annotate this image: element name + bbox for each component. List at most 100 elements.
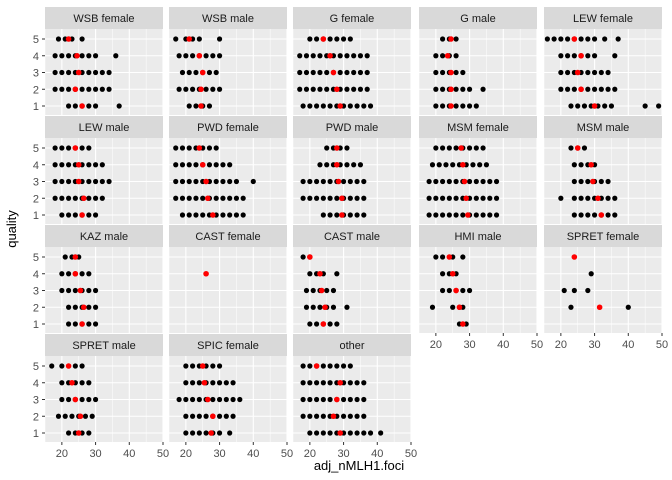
mean-point xyxy=(72,396,79,403)
data-point xyxy=(585,53,591,59)
data-point xyxy=(433,103,439,109)
data-point xyxy=(351,53,357,59)
data-point xyxy=(106,69,112,76)
data-point xyxy=(314,413,320,419)
data-point xyxy=(173,195,179,201)
data-point xyxy=(347,363,353,369)
data-point xyxy=(571,212,577,218)
data-point xyxy=(642,103,648,109)
data-point xyxy=(220,162,226,168)
facet-strip xyxy=(293,7,411,29)
data-point xyxy=(92,103,99,109)
data-point xyxy=(300,178,306,185)
data-point xyxy=(440,36,446,42)
data-point xyxy=(466,86,473,92)
data-point xyxy=(206,145,213,151)
data-point xyxy=(568,103,574,109)
data-point xyxy=(361,103,367,109)
mean-point xyxy=(204,195,211,202)
y-tick-label: 4 xyxy=(33,378,39,390)
x-tick-label: 40 xyxy=(497,339,509,351)
data-point xyxy=(210,380,216,386)
data-point xyxy=(86,103,92,109)
data-point xyxy=(216,363,223,369)
data-point xyxy=(357,86,364,92)
data-point xyxy=(337,53,343,59)
facet-label: HMI male xyxy=(454,231,501,243)
data-point xyxy=(361,430,367,436)
data-point xyxy=(66,271,72,277)
data-point xyxy=(66,86,72,92)
mean-point xyxy=(72,254,79,260)
data-point xyxy=(354,195,360,201)
data-point xyxy=(72,304,78,310)
data-point xyxy=(307,321,313,327)
data-point xyxy=(66,178,72,185)
data-point xyxy=(354,396,360,403)
data-point xyxy=(460,69,466,76)
data-point xyxy=(79,36,85,42)
data-point xyxy=(99,162,105,168)
mean-point xyxy=(578,86,584,93)
data-point xyxy=(558,36,564,42)
data-point xyxy=(216,36,223,42)
facet-label: SPRET female xyxy=(567,231,640,243)
data-point xyxy=(460,86,466,92)
data-point xyxy=(354,413,360,419)
data-point xyxy=(183,413,189,419)
data-point xyxy=(72,103,78,109)
data-point xyxy=(460,103,466,109)
mean-point xyxy=(74,52,80,59)
data-point xyxy=(307,396,313,403)
data-point xyxy=(558,86,564,92)
mean-point xyxy=(595,195,601,202)
data-point xyxy=(233,195,240,201)
mean-point xyxy=(210,212,216,218)
mean-point xyxy=(456,304,463,311)
facet-label: SPIC female xyxy=(197,340,259,352)
data-point xyxy=(89,413,95,419)
data-point xyxy=(354,178,360,185)
data-point xyxy=(92,178,99,185)
facet-strip xyxy=(544,7,662,29)
data-point xyxy=(340,413,347,419)
data-point xyxy=(173,162,179,168)
data-point xyxy=(216,380,223,386)
data-point xyxy=(230,396,236,403)
data-point xyxy=(347,178,353,185)
data-point xyxy=(72,321,78,327)
data-point xyxy=(86,396,92,403)
mean-point xyxy=(339,195,345,202)
data-point xyxy=(320,413,326,419)
data-point xyxy=(483,162,490,168)
data-point xyxy=(320,212,326,218)
data-point xyxy=(59,86,65,92)
data-point xyxy=(300,254,306,260)
data-point xyxy=(487,195,493,201)
data-point xyxy=(176,396,182,403)
data-point xyxy=(307,363,313,369)
data-point xyxy=(436,162,442,168)
y-tick-label: 3 xyxy=(33,286,39,298)
data-point xyxy=(324,162,330,168)
data-point xyxy=(320,430,326,436)
mean-point xyxy=(448,103,454,109)
data-point xyxy=(66,69,72,76)
data-point xyxy=(310,287,316,294)
data-point xyxy=(206,162,213,168)
data-point xyxy=(433,212,439,218)
data-point xyxy=(378,430,384,436)
data-point xyxy=(327,178,333,185)
data-point xyxy=(59,178,65,185)
data-point xyxy=(190,413,196,419)
data-point xyxy=(314,195,320,201)
mean-point xyxy=(574,69,581,76)
mean-point xyxy=(590,178,596,185)
data-point xyxy=(568,145,574,151)
data-point xyxy=(86,178,92,185)
data-point xyxy=(59,195,65,201)
data-point xyxy=(52,178,58,185)
facet-label: SPRET male xyxy=(72,340,135,352)
data-point xyxy=(86,321,92,327)
mean-point xyxy=(77,287,84,294)
